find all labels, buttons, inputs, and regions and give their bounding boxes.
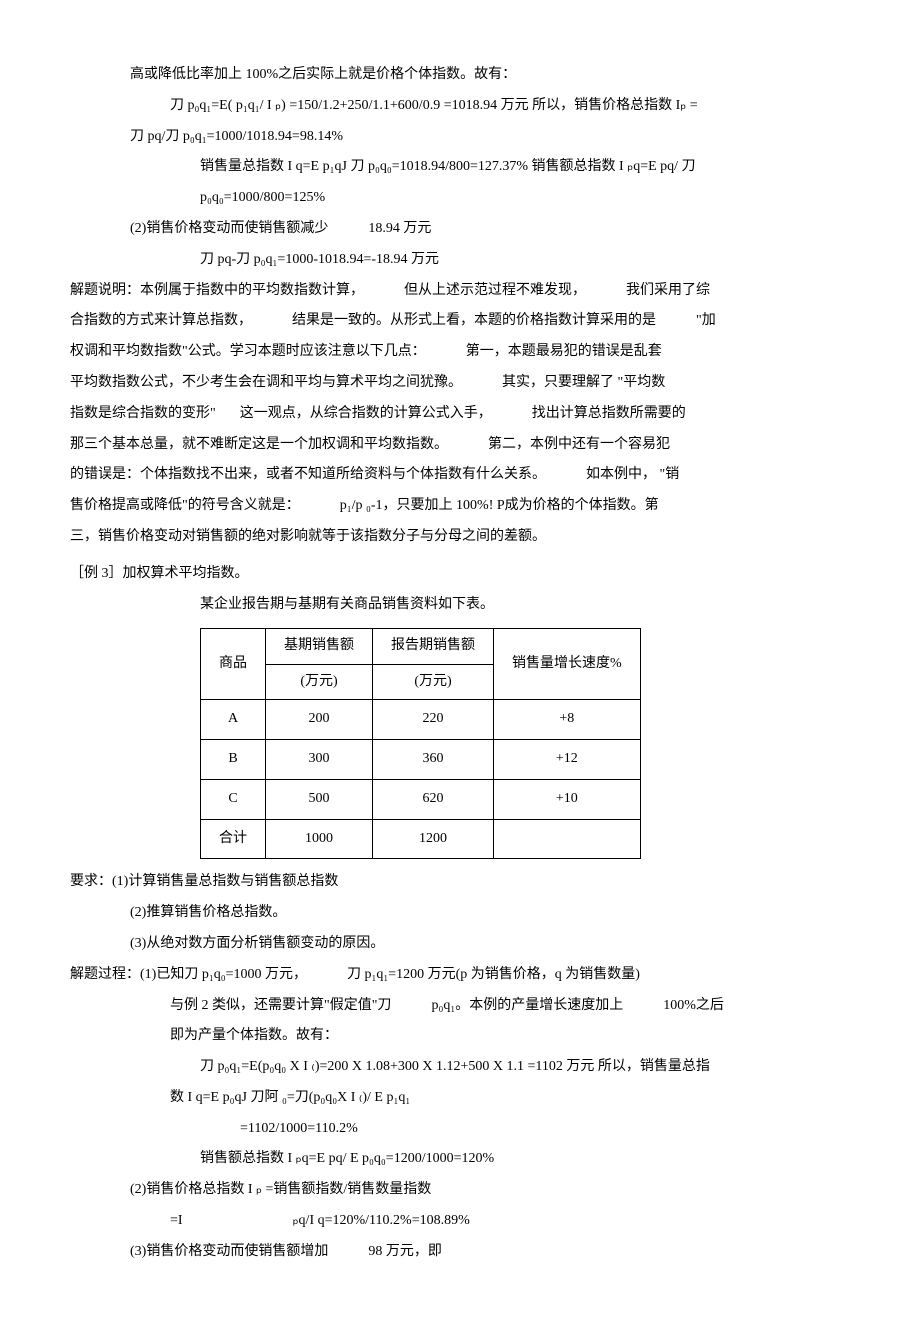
col-header-growth: 销售量增长速度%: [494, 629, 641, 700]
col-header-report-unit: (万元): [373, 664, 494, 699]
table-header-row: 商品 基期销售额 报告期销售额 销售量增长速度%: [201, 629, 641, 664]
body-line: 刀 p₀q₁=E( p₁q₁/ I ₚ) =150/1.2+250/1.1+60…: [70, 91, 850, 122]
text-span: ₚq/I q=120%/110.2%=108.89%: [293, 1213, 470, 1228]
text-span: 第一，本题最易犯的错误是乱套: [466, 344, 662, 359]
text-span: 我们采用了综: [626, 283, 710, 298]
text-span: 解题过程：(1)已知刀 p₁q₀=1000 万元，: [70, 967, 307, 982]
cell: 500: [266, 779, 373, 819]
table-caption: 某企业报告期与基期有关商品销售资料如下表。: [70, 590, 850, 621]
body-line: 解题过程：(1)已知刀 p₁q₀=1000 万元， 刀 p₁q₁=1200 万元(…: [70, 960, 850, 991]
text-span: 但从上述示范过程不难发现，: [404, 283, 586, 298]
body-line: 刀 p₀q₁=E(p₀q₀ X I ₍)=200 X 1.08+300 X 1.…: [70, 1052, 850, 1083]
body-line: 的错误是：个体指数找不出来，或者不知道所给资料与个体指数有什么关系。 如本例中， …: [70, 460, 850, 491]
text-span: =I: [170, 1213, 183, 1228]
text-span: 100%之后: [663, 998, 724, 1013]
cell: 360: [373, 739, 494, 779]
cell: +10: [494, 779, 641, 819]
text-span: 刀 p₁q₁=1200 万元(p 为销售价格，q 为销售数量): [347, 967, 640, 982]
cell: +8: [494, 700, 641, 740]
body-line: (2)销售价格总指数 I ₚ =销售额指数/销售数量指数: [70, 1175, 850, 1206]
cell: 合计: [201, 819, 266, 859]
text-span: 平均数指数公式，不少考生会在调和平均与算术平均之间犹豫。: [70, 375, 462, 390]
text-span: 第二，本例中还有一个容易犯: [488, 437, 670, 452]
body-line: 解题说明：本例属于指数中的平均数指数计算， 但从上述示范过程不难发现， 我们采用了综: [70, 276, 850, 307]
text-span: (3)销售价格变动而使销售额增加: [130, 1244, 328, 1259]
body-line: (3)销售价格变动而使销售额增加 98 万元，即: [70, 1237, 850, 1268]
body-line: 那三个基本总量，就不难断定这是一个加权调和平均数指数。 第二，本例中还有一个容易犯: [70, 430, 850, 461]
text-span: 找出计算总指数所需要的: [532, 406, 686, 421]
cell: 1000: [266, 819, 373, 859]
cell: 1200: [373, 819, 494, 859]
body-line: 刀 pq-刀 p₀q₁=1000-1018.94=-18.94 万元: [70, 245, 850, 276]
text-span: 18.94 万元: [368, 221, 431, 236]
body-line: 权调和平均数指数"公式。学习本题时应该注意以下几点： 第一，本题最易犯的错误是乱套: [70, 337, 850, 368]
table-row: C 500 620 +10: [201, 779, 641, 819]
text-span: p₁/p ₀-1，只要加上 100%! P成为价格的个体指数。第: [340, 498, 659, 513]
example-heading: ［例 3］加权算术平均指数。: [70, 559, 850, 590]
body-line: (2)销售价格变动而使销售额减少 18.94 万元: [70, 214, 850, 245]
body-line: 数 I q=E p₀qJ 刀阿 ₀=刀(p₀q₀X I ₍)/ E p₁q₁: [70, 1083, 850, 1114]
body-line: (2)推算销售价格总指数。: [70, 898, 850, 929]
cell: +12: [494, 739, 641, 779]
body-line: 平均数指数公式，不少考生会在调和平均与算术平均之间犹豫。 其实，只要理解了 "平均…: [70, 368, 850, 399]
cell: 200: [266, 700, 373, 740]
text-span: 其实，只要理解了 "平均数: [502, 375, 665, 390]
text-span: 指数是综合指数的变形": [70, 406, 216, 421]
cell: C: [201, 779, 266, 819]
body-line: 与例 2 类似，还需要计算"假定值"刀 p₀q₁。本例的产量增长速度加上 100%之…: [70, 991, 850, 1022]
body-line: p₀q₀=1000/800=125%: [70, 183, 850, 214]
body-line: 即为产量个体指数。故有：: [70, 1021, 850, 1052]
text-span: 权调和平均数指数"公式。学习本题时应该注意以下几点：: [70, 344, 426, 359]
body-line: 指数是综合指数的变形" 这一观点，从综合指数的计算公式入手， 找出计算总指数所需要的: [70, 399, 850, 430]
cell: [494, 819, 641, 859]
cell: B: [201, 739, 266, 779]
body-line: 销售额总指数 I ₚq=E pq/ E p₀q₀=1200/1000=120%: [70, 1144, 850, 1175]
cell: 220: [373, 700, 494, 740]
body-line: 三，销售价格变动对销售额的绝对影响就等于该指数分子与分母之间的差额。: [70, 522, 850, 553]
body-line: 售价格提高或降低"的符号含义就是： p₁/p ₀-1，只要加上 100%! P成为…: [70, 491, 850, 522]
table-row: A 200 220 +8: [201, 700, 641, 740]
text-span: (2)销售价格变动而使销售额减少: [130, 221, 328, 236]
body-line: 刀 pq/刀 p₀q₁=1000/1018.94=98.14%: [70, 122, 850, 153]
table-row-total: 合计 1000 1200: [201, 819, 641, 859]
cell: 300: [266, 739, 373, 779]
body-line: 销售量总指数 I q=E p₁qJ 刀 p₀q₀=1018.94/800=127…: [70, 152, 850, 183]
text-span: p₀q₁。本例的产量增长速度加上: [431, 998, 623, 1013]
table-row: B 300 360 +12: [201, 739, 641, 779]
text-span: 结果是一致的。从形式上看，本题的价格指数计算采用的是: [292, 313, 656, 328]
col-header-base: 基期销售额: [266, 629, 373, 664]
body-line: =1102/1000=110.2%: [70, 1114, 850, 1145]
text-span: 如本例中， "销: [586, 467, 679, 482]
text-span: 这一观点，从综合指数的计算公式入手，: [240, 406, 492, 421]
text-span: 解题说明：本例属于指数中的平均数指数计算，: [70, 283, 364, 298]
body-line: 要求：(1)计算销售量总指数与销售额总指数: [70, 867, 850, 898]
text-span: 的错误是：个体指数找不出来，或者不知道所给资料与个体指数有什么关系。: [70, 467, 546, 482]
cell: A: [201, 700, 266, 740]
text-span: 合指数的方式来计算总指数，: [70, 313, 252, 328]
col-header-report: 报告期销售额: [373, 629, 494, 664]
text-span: "加: [696, 313, 716, 328]
text-span: 98 万元，即: [368, 1244, 442, 1259]
body-line: 高或降低比率加上 100%之后实际上就是价格个体指数。故有：: [70, 60, 850, 91]
body-line: 合指数的方式来计算总指数， 结果是一致的。从形式上看，本题的价格指数计算采用的是 "…: [70, 306, 850, 337]
body-line: (3)从绝对数方面分析销售额变动的原因。: [70, 929, 850, 960]
sales-table: 商品 基期销售额 报告期销售额 销售量增长速度% (万元) (万元) A 200…: [200, 628, 641, 859]
text-span: 售价格提高或降低"的符号含义就是：: [70, 498, 300, 513]
cell: 620: [373, 779, 494, 819]
body-line: =I ₚq/I q=120%/110.2%=108.89%: [70, 1206, 850, 1237]
text-span: 那三个基本总量，就不难断定这是一个加权调和平均数指数。: [70, 437, 448, 452]
col-header-product: 商品: [201, 629, 266, 700]
col-header-base-unit: (万元): [266, 664, 373, 699]
text-span: 与例 2 类似，还需要计算"假定值"刀: [170, 998, 391, 1013]
